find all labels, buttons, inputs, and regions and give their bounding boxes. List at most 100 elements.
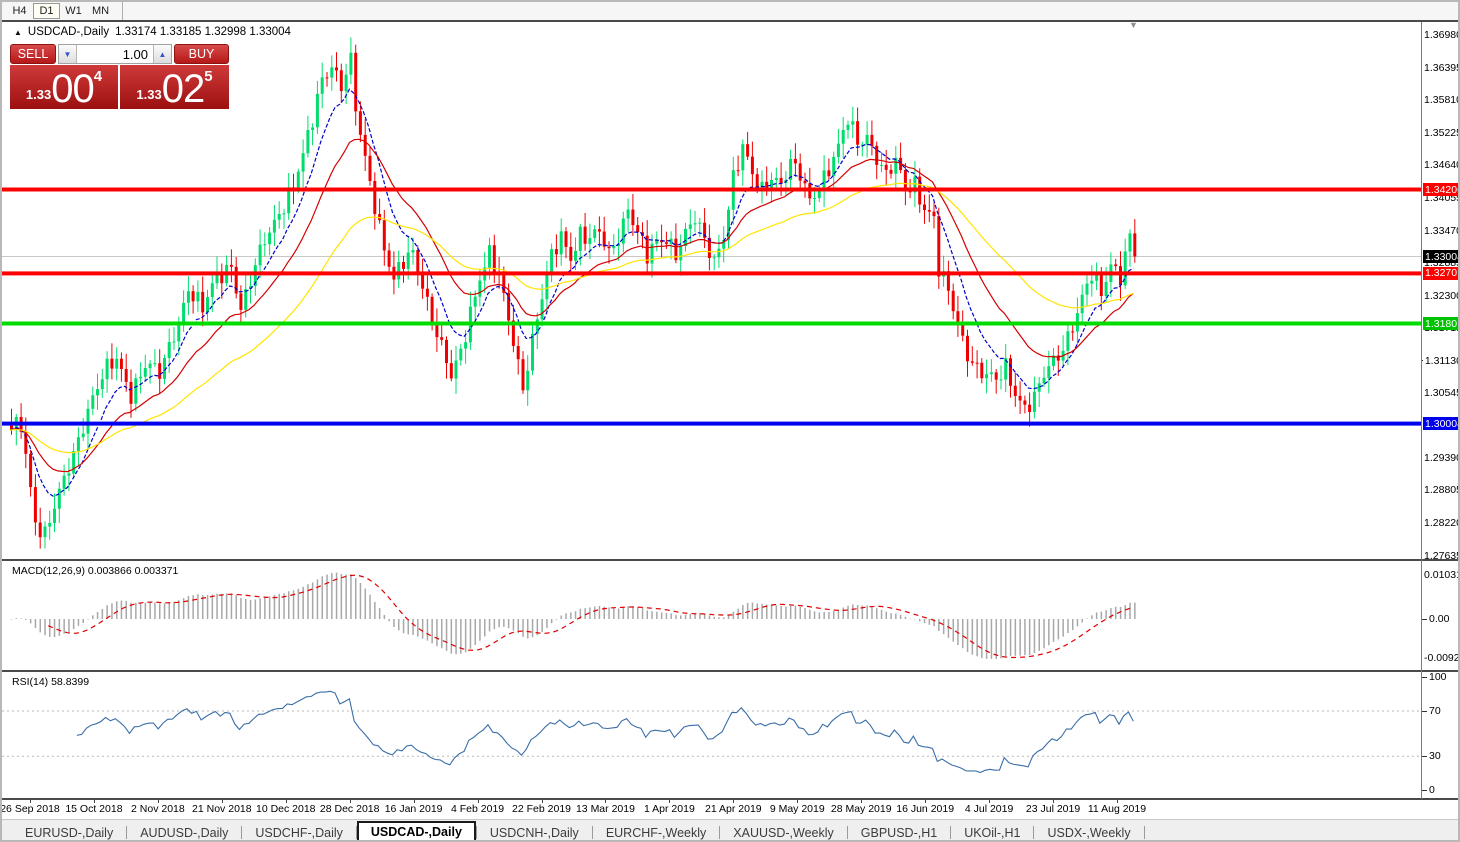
date-axis-tick — [861, 800, 863, 803]
buy-button[interactable]: BUY — [174, 44, 229, 64]
moving-average-21 — [9, 138, 1134, 473]
price-axis-tick: 1.29390 — [1422, 451, 1460, 464]
rsi-indicator-label: RSI(14) 58.8399 — [12, 676, 90, 688]
date-axis-label: 15 Oct 2018 — [65, 803, 123, 815]
date-axis-label: 26 Sep 2018 — [0, 803, 60, 815]
chevron-up-icon: ▲ — [158, 49, 167, 59]
macd-axis-tick: -0.009203 — [1424, 652, 1460, 665]
horizontal-line-1.30004[interactable] — [2, 421, 1421, 426]
date-axis-tick — [413, 800, 415, 803]
sell-price-pipette: 4 — [93, 68, 103, 85]
date-axis-tick — [349, 800, 351, 803]
price-flag-label: 1.34206 — [1423, 183, 1460, 197]
tab-eurusd-daily[interactable]: EURUSD-,Daily — [25, 826, 114, 840]
buy-price-digits: 02 — [161, 67, 205, 111]
chart-shift-marker-icon[interactable]: ▼ — [1129, 20, 1138, 30]
collapse-triangle-icon[interactable]: ▲ — [14, 27, 22, 37]
date-axis-label: 4 Feb 2019 — [451, 803, 505, 815]
chart-symbol-label: USDCAD-,Daily — [27, 26, 110, 38]
volume-increase-button[interactable]: ▲ — [153, 45, 171, 63]
rsi-line — [76, 690, 1134, 774]
price-axis-tick: 1.35225 — [1422, 126, 1460, 139]
sell-button[interactable]: SELL — [10, 44, 56, 64]
tab-usdcnh-daily[interactable]: USDCNH-,Daily — [489, 826, 579, 840]
tab-xauusd-weekly[interactable]: XAUUSD-,Weekly — [733, 826, 834, 840]
trade-panel-controls: SELL ▼ 1.00 ▲ BUY — [10, 44, 229, 64]
rsi-axis-tick: 100 — [1422, 671, 1458, 683]
tab-gbpusd-h1[interactable]: GBPUSD-,H1 — [860, 826, 938, 840]
price-axis-tick: 1.34640 — [1422, 159, 1460, 172]
rsi-pane-separator[interactable] — [2, 670, 1458, 672]
tab-divider — [475, 826, 477, 839]
one-click-trading-panel: SELL ▼ 1.00 ▲ BUY 1.33 00 4 1.33 02 5 — [10, 44, 229, 109]
candlestick-series — [10, 37, 1137, 549]
date-axis-label: 13 Mar 2019 — [575, 803, 635, 815]
date-axis-tick — [30, 800, 31, 803]
timeframe-button-d1[interactable]: D1 — [33, 3, 60, 19]
tab-ukoil-h1[interactable]: UKOil-,H1 — [964, 826, 1021, 840]
horizontal-line-1.31801[interactable] — [2, 321, 1421, 326]
price-axis-tick: 1.36395 — [1422, 61, 1460, 74]
macd-axis-tick: 0.00 — [1422, 613, 1458, 625]
price-axis-tick: 1.31130 — [1422, 354, 1460, 367]
chart-ohlc-values: 1.33174 1.33185 1.32998 1.33004 — [115, 26, 291, 38]
moving-average-50 — [9, 182, 1134, 454]
date-axis-tick — [605, 800, 607, 803]
price-axis-tick: 1.28220 — [1422, 516, 1460, 529]
price-flag-label: 1.32701 — [1423, 266, 1460, 280]
date-axis-tick — [93, 800, 95, 803]
price-axis-tick: 1.27635 — [1422, 549, 1460, 562]
horizontal-line-1.32701[interactable] — [2, 271, 1421, 276]
macd-axis-tick: 0.010311 — [1424, 569, 1458, 581]
timeframe-toolbar: H4 D1 W1 MN — [2, 2, 1458, 20]
price-axis-tick: 1.32300 — [1422, 289, 1460, 302]
tab-divider — [950, 826, 952, 839]
buy-price-pipette: 5 — [204, 68, 213, 85]
toolbar-separator — [2, 20, 1458, 22]
tab-eurchf-weekly[interactable]: EURCHF-,Weekly — [605, 826, 707, 840]
rsi-axis-tick: 30 — [1422, 750, 1458, 762]
buy-price-display[interactable]: 1.33 02 5 — [120, 65, 229, 109]
date-axis-label: 28 Dec 2018 — [319, 803, 380, 815]
tab-divider — [126, 826, 128, 839]
macd-histogram — [10, 572, 1136, 659]
tab-usdcad-daily[interactable]: USDCAD-,Daily — [356, 821, 476, 840]
date-axis[interactable]: 26 Sep 2018 15 Oct 2018 2 Nov 2018 21 Nov 2… — [2, 800, 1422, 818]
tab-usdchf-daily[interactable]: USDCHF-,Daily — [255, 826, 343, 840]
tab-divider — [1143, 826, 1145, 839]
date-axis-tick — [1116, 800, 1118, 803]
macd-signal-line — [47, 574, 1134, 659]
date-axis-label: 1 Apr 2019 — [643, 803, 695, 815]
timeframe-button-h4[interactable]: H4 — [6, 3, 33, 19]
tab-divider — [355, 826, 357, 839]
price-flag-label: 1.33004 — [1423, 250, 1460, 263]
date-axis-tick — [733, 800, 735, 803]
sell-price-display[interactable]: 1.33 00 4 — [10, 65, 118, 109]
tab-usdx-weekly[interactable]: USDX-,Weekly — [1047, 826, 1131, 840]
sell-price-prefix: 1.33 — [25, 87, 52, 102]
sell-price-digits: 00 — [51, 67, 94, 111]
price-axis-tick: 1.35810 — [1422, 94, 1460, 107]
date-axis-tick — [221, 800, 223, 803]
price-axis-separator — [1421, 22, 1422, 799]
date-axis-tick — [1053, 800, 1055, 803]
price-flag-label: 1.30004 — [1423, 417, 1460, 431]
volume-value[interactable]: 1.00 — [77, 45, 153, 63]
tab-divider — [1033, 826, 1035, 839]
date-axis-label: 16 Jan 2019 — [384, 803, 443, 815]
timeframe-button-w1[interactable]: W1 — [60, 3, 87, 19]
date-axis-tick — [541, 800, 543, 803]
horizontal-line-1.34206[interactable] — [2, 187, 1421, 192]
date-axis-label: 28 May 2019 — [830, 803, 892, 815]
chart-title: ▲ USDCAD-,Daily 1.33174 1.33185 1.32998 … — [14, 26, 291, 38]
tab-divider — [846, 826, 848, 839]
volume-decrease-button[interactable]: ▼ — [59, 45, 77, 63]
date-axis-label: 11 Aug 2019 — [1087, 803, 1147, 815]
timeframe-button-mn[interactable]: MN — [87, 3, 114, 19]
macd-pane-separator[interactable] — [2, 559, 1458, 561]
date-axis-label: 21 Nov 2018 — [192, 803, 252, 815]
macd-indicator-label: MACD(12,26,9) 0.003866 0.003371 — [12, 565, 179, 577]
tab-audusd-daily[interactable]: AUDUSD-,Daily — [140, 826, 229, 840]
